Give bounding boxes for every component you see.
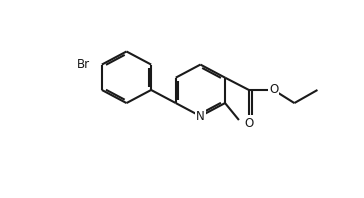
Text: O: O [244,117,254,130]
Text: Br: Br [77,58,90,71]
Text: N: N [196,110,205,123]
Text: O: O [269,84,278,96]
